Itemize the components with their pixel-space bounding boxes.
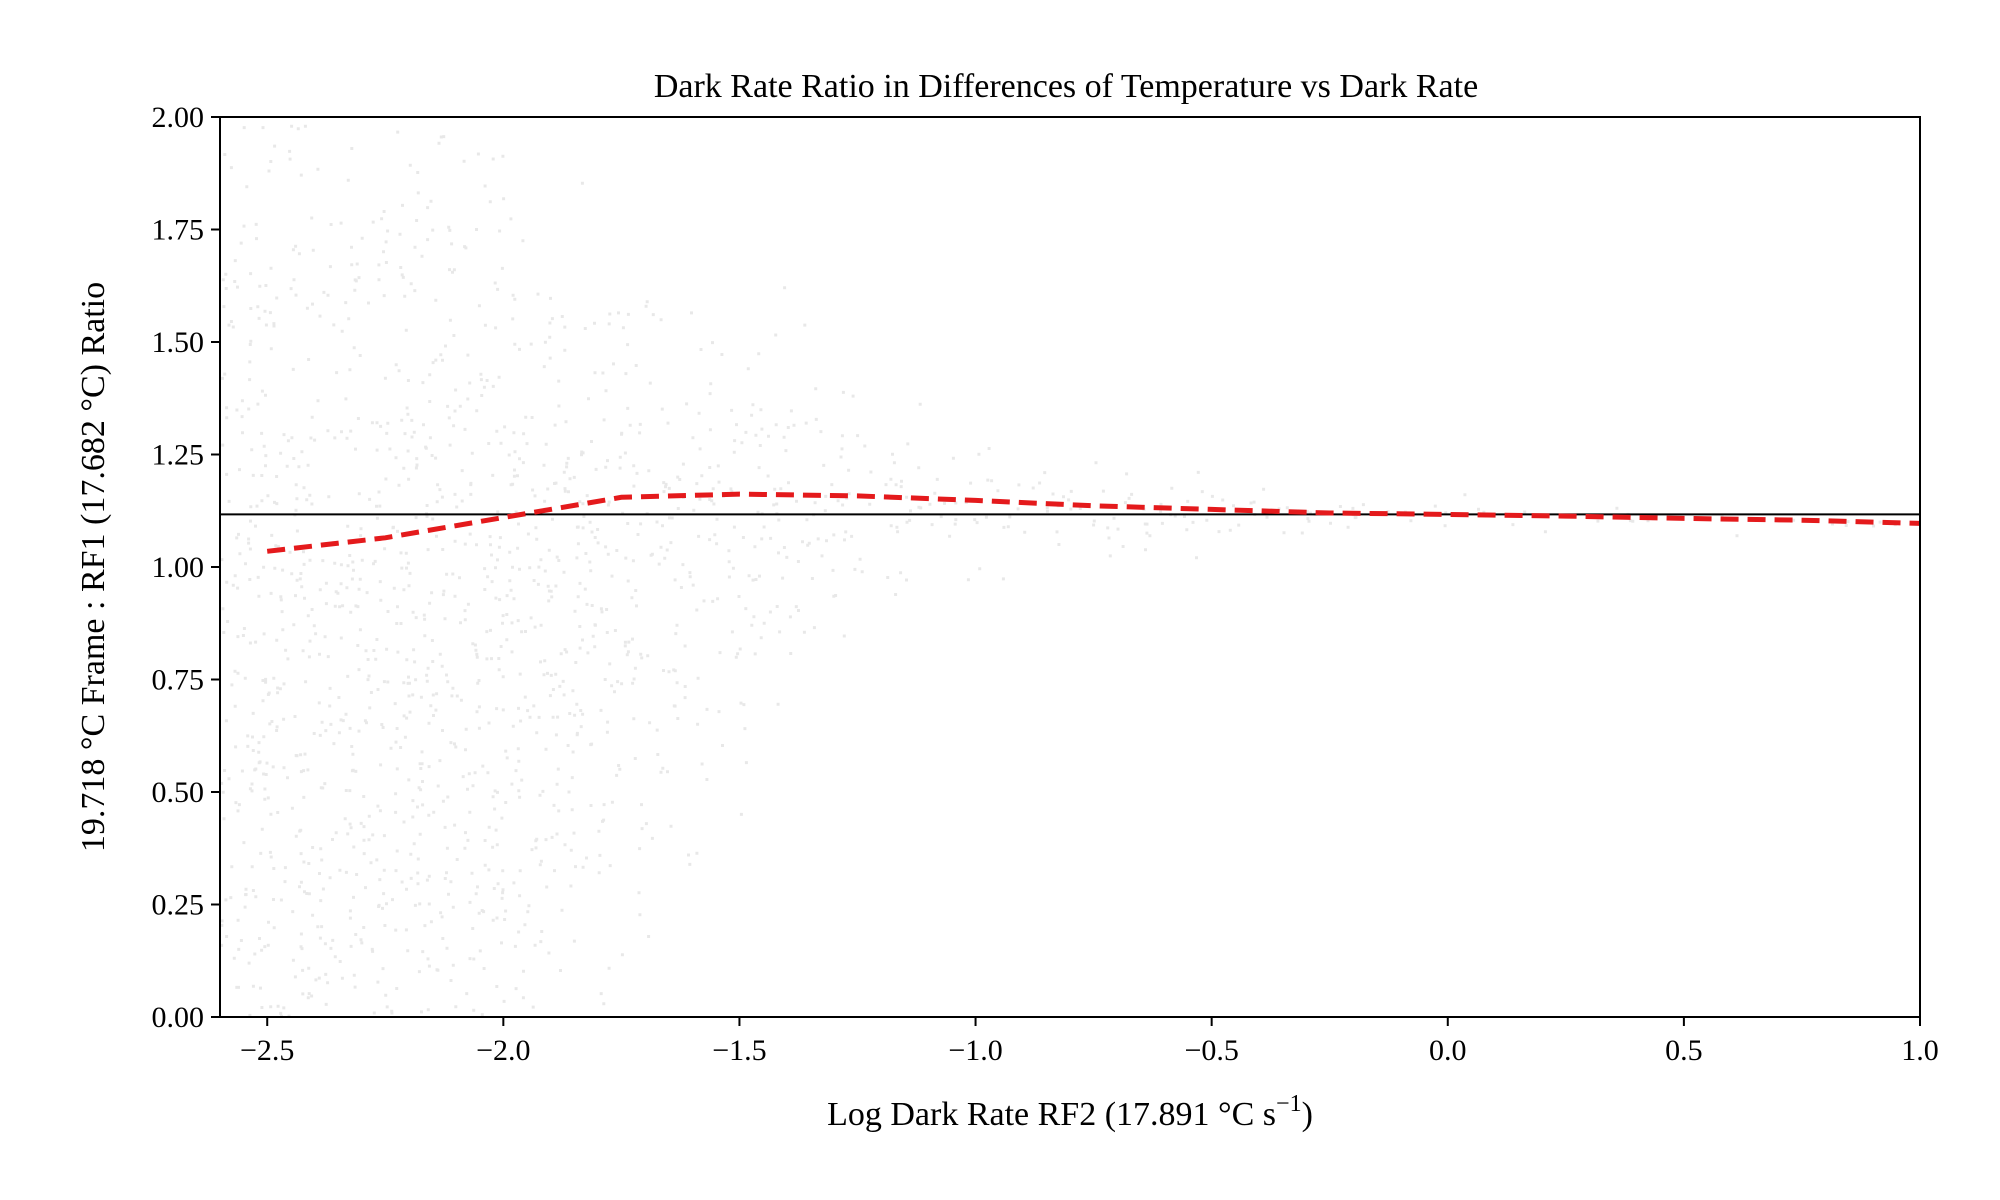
x-axis-label-superscript: −1 [1276,1091,1302,1117]
y-tick-label: 0.50 [152,776,205,809]
x-tick-label: −0.5 [1184,1034,1238,1067]
x-tick-label: 0.0 [1429,1034,1467,1067]
y-tick-label: 1.50 [152,326,205,359]
scatter-point-cloud [220,124,1897,1017]
y-tick-label: 1.00 [152,551,205,584]
scatter-points [220,124,1897,1017]
chart-lines [220,491,1920,554]
plot-frame [219,116,1921,1018]
x-tick-label: −2.5 [240,1034,294,1067]
y-tick-label: 1.75 [152,214,205,247]
y-tick-label: 0.00 [152,1001,205,1034]
x-axis-label-main: Log Dark Rate RF2 (17.891 °C s [827,1096,1276,1133]
y-axis-ticks: 0.00 0.25 0.50 0.75 1.00 1.25 1.50 1.75 2.00 [152,101,220,1034]
y-tick-label: 0.75 [152,664,205,697]
x-tick-label: −1.5 [712,1034,766,1067]
x-tick-label: 1.0 [1901,1034,1939,1067]
x-axis-label: Log Dark Rate RF2 (17.891 °C s−1) [827,1091,1313,1133]
chart-title: Dark Rate Ratio in Differences of Temper… [654,68,1478,105]
x-axis-ticks: −2.5 −2.0 −1.5 −1.0 −0.5 0.0 0.5 1.0 [240,1017,1939,1067]
x-tick-label: −2.0 [476,1034,530,1067]
y-axis-label: 19.718 °C Frame : RF1 (17.682 °C) Ratio [75,282,112,852]
x-axis-label-close: ) [1302,1096,1313,1133]
y-tick-label: 2.00 [152,101,205,134]
y-tick-label: 0.25 [152,889,205,922]
y-tick-label: 1.25 [152,439,205,472]
x-tick-label: 0.5 [1665,1034,1703,1067]
trend-line [266,491,1920,554]
x-tick-label: −1.0 [948,1034,1002,1067]
